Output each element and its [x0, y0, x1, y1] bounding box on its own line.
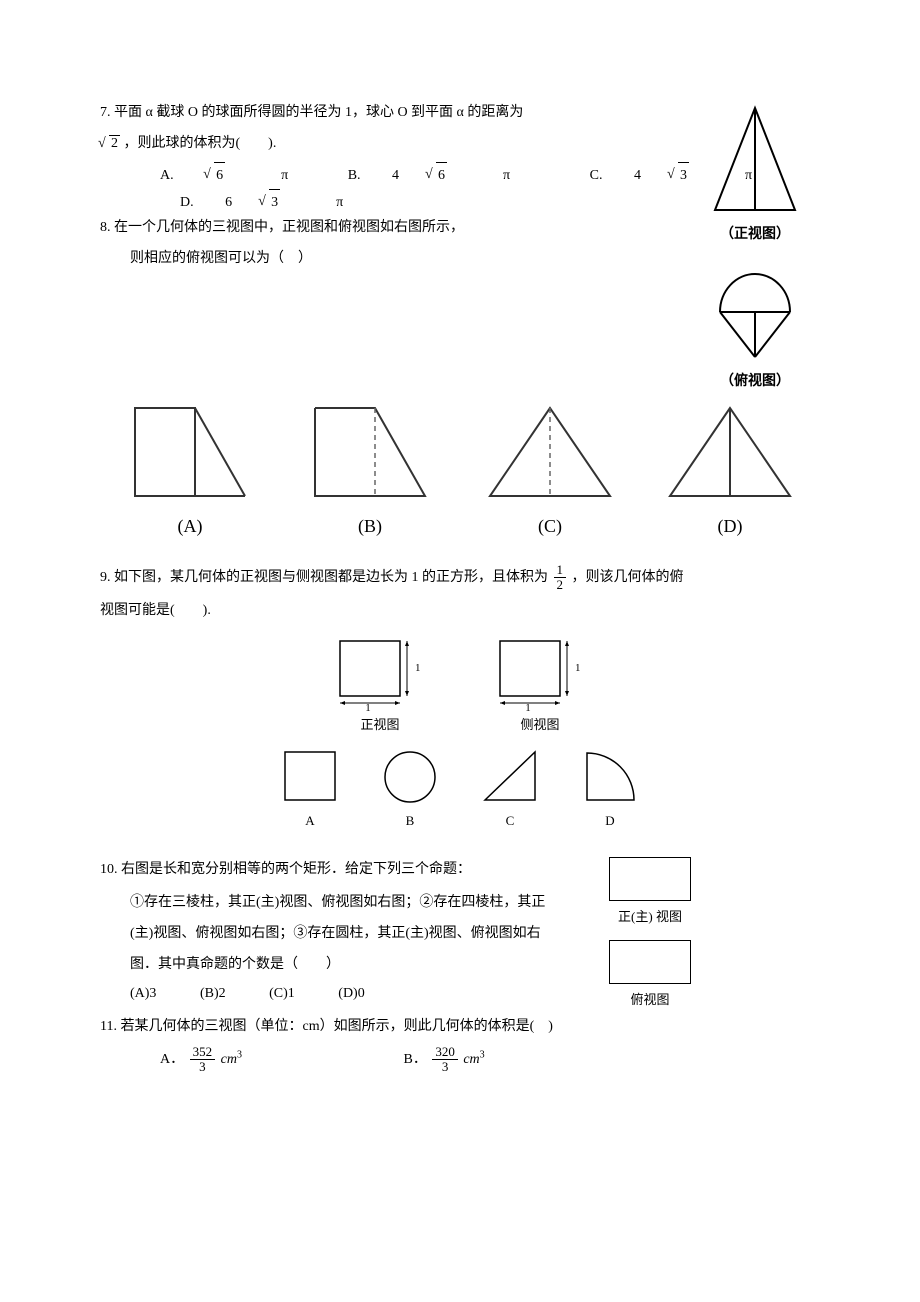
q10-text-c: (主)视图、俯视图如右图；③存在圆柱，其正(主)视图、俯视图如右: [130, 919, 670, 950]
q10-rect-top: [609, 940, 691, 984]
q8-line2: 则相应的俯视图可以为（ ）: [100, 246, 670, 271]
q7-number: 7.: [100, 105, 111, 120]
q10-opt-c: (C)1: [269, 981, 295, 1006]
q8-text-a: 在一个几何体的三视图中，正视图和俯视图如右图所示，: [114, 220, 464, 235]
q8-opt-b-fig: (B): [290, 396, 450, 542]
q11-opt-b: B． 320 3 cm3: [404, 1045, 485, 1075]
q9-frac: 1 2: [554, 563, 567, 593]
q11-text: 若某几何体的三视图（单位：cm）如图所示，则此几何体的体积是( ): [120, 1019, 552, 1034]
q8-opt-d-fig: (D): [650, 396, 810, 542]
q9-opt-a: A: [275, 747, 345, 832]
q9-side-label: 侧视图: [485, 713, 595, 736]
q9-opt-c: C: [475, 747, 545, 832]
q9-number: 9.: [100, 570, 111, 585]
q10-opt-a: (A)3: [130, 981, 156, 1006]
q10-right-figs: 正(主) 视图 俯视图: [590, 857, 710, 1012]
q10-number: 10.: [100, 862, 118, 877]
q9-opt-b: B: [375, 747, 445, 832]
q9-line2: 视图可能是( ).: [100, 598, 820, 623]
q7-opt-b: B. 46π: [348, 162, 538, 188]
question-10: 10. 右图是长和宽分别相等的两个矩形．给定下列三个命题：: [100, 857, 640, 882]
q8-opt-a-fig: (A): [110, 396, 270, 542]
q10-text-b: ①存在三棱柱，其正(主)视图、俯视图如右图；②存在四棱柱，其正: [130, 888, 670, 919]
q8-number: 8.: [100, 220, 111, 235]
q10-rect-front: [609, 857, 691, 901]
q7-opt-d: D. 63π: [180, 189, 371, 215]
question-7: 7. 平面 α 截球 O 的球面所得圆的半径为 1，球心 O 到平面 α 的距离…: [100, 100, 640, 125]
top-view-label: （俯视图）: [700, 369, 810, 394]
q9-text-b: ，则该几何体的俯: [572, 570, 684, 585]
question-7-line2: 2 ，则此球的体积为( ).: [100, 131, 640, 156]
q7-text-b: ，则此球的体积为( ).: [124, 136, 277, 151]
top-view-shape: [705, 257, 805, 367]
question-8: 8. 在一个几何体的三视图中，正视图和俯视图如右图所示，: [100, 215, 640, 240]
q9-side-view: 1 1 侧视图: [485, 631, 595, 736]
q10-opt-d: (D)0: [338, 981, 364, 1006]
q9-figures: 1 1 正视图 1 1: [100, 631, 820, 832]
q7-opt-a: A. 6π: [160, 162, 316, 188]
q8-opt-c-fig: (C): [470, 396, 630, 542]
svg-text:1: 1: [415, 662, 421, 674]
q8-opt-c-label: (C): [470, 510, 630, 542]
q10-opt-b: (B)2: [200, 981, 226, 1006]
q8-opt-b-label: (B): [290, 510, 450, 542]
question-9: 9. 如下图，某几何体的正视图与侧视图都是边长为 1 的正方形，且体积为 1 2…: [100, 563, 820, 593]
sqrt-2: 2: [100, 131, 120, 156]
q9-text-c: 视图可能是( ).: [100, 603, 211, 618]
q10-front-label: 正(主) 视图: [590, 905, 710, 928]
q9-opt-d: D: [575, 747, 645, 832]
q11-opt-a: A． 352 3 cm3: [160, 1045, 400, 1075]
q9-front-view: 1 1 正视图: [325, 631, 435, 736]
q7-text-a: 平面 α 截球 O 的球面所得圆的半径为 1，球心 O 到平面 α 的距离为: [114, 105, 523, 120]
front-view-triangle: [705, 100, 805, 220]
page: （正视图） （俯视图） 7. 平面 α 截球 O 的球面所得圆的半径为 1，球心…: [0, 0, 920, 1302]
q8-opt-a-label: (A): [110, 510, 270, 542]
q10-text-a: 右图是长和宽分别相等的两个矩形．给定下列三个命题：: [121, 862, 471, 877]
q10-top-label: 俯视图: [590, 988, 710, 1011]
q10-line2: ①存在三棱柱，其正(主)视图、俯视图如右图；②存在四棱柱，其正 (主)视图、俯视…: [100, 888, 670, 980]
q9-text-a: 如下图，某几何体的正视图与侧视图都是边长为 1 的正方形，且体积为: [114, 570, 548, 585]
q11-number: 11.: [100, 1019, 117, 1034]
q9-front-label: 正视图: [325, 713, 435, 736]
svg-text:1: 1: [575, 662, 581, 674]
q11-options: A． 352 3 cm3 B． 320 3 cm3: [100, 1045, 820, 1075]
q10-text-d: 图．其中真命题的个数是（ ）: [130, 950, 670, 981]
front-view-label: （正视图）: [700, 222, 810, 247]
q8-reference-views: （正视图） （俯视图）: [700, 100, 810, 394]
q8-option-figures: (A) (B) (C) (D): [100, 396, 820, 542]
q8-text-b: 则相应的俯视图可以为（ ）: [130, 251, 312, 266]
svg-text:1: 1: [525, 702, 531, 711]
q10-options: (A)3 (B)2 (C)1 (D)0: [100, 981, 820, 1006]
question-11: 11. 若某几何体的三视图（单位：cm）如图所示，则此几何体的体积是( ): [100, 1014, 820, 1039]
svg-text:1: 1: [365, 702, 371, 711]
q8-opt-d-label: (D): [650, 510, 810, 542]
